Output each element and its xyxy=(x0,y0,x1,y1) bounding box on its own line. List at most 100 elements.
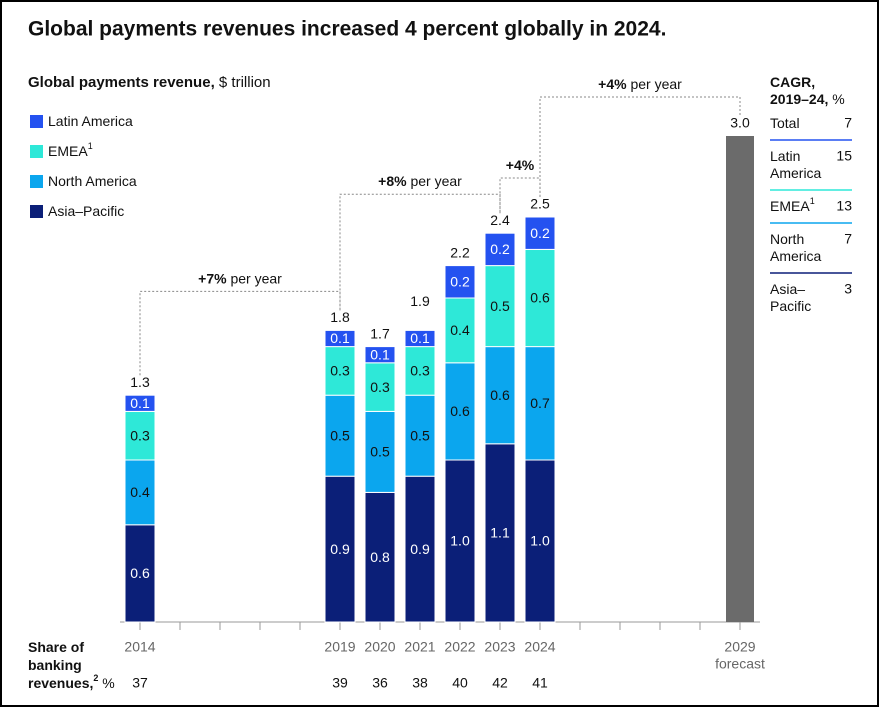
segment-label: 0.3 xyxy=(370,379,390,395)
bar-segment xyxy=(324,394,356,477)
cagr-note: 1 xyxy=(810,196,815,206)
x-label: 2021 xyxy=(404,639,435,655)
segment-label: 0.2 xyxy=(530,225,550,241)
share-value: 42 xyxy=(492,675,508,691)
segment-label: 1.0 xyxy=(450,533,470,549)
segment-label: 0.6 xyxy=(490,387,510,403)
segment-label: 0.1 xyxy=(370,346,390,362)
segment-label: 0.5 xyxy=(330,427,350,443)
chart-title: Global payments revenues increased 4 per… xyxy=(28,18,666,41)
total-label: 2.2 xyxy=(450,244,470,260)
subtitle-bold: Global payments revenue, xyxy=(28,74,215,91)
bar-segment xyxy=(524,346,556,461)
cagr-value: 7 xyxy=(844,231,852,247)
subtitle-unit: $ trillion xyxy=(219,74,271,91)
segment-label: 0.2 xyxy=(490,241,510,257)
segment-label: 0.3 xyxy=(130,427,150,443)
annotation-text: per year xyxy=(230,270,282,286)
share-value: 41 xyxy=(532,675,548,691)
segment-label: 1.1 xyxy=(490,525,510,541)
share-unit: % xyxy=(98,675,114,691)
cagr-label: Asia– Pacific xyxy=(770,281,811,314)
bar-segment xyxy=(444,297,476,364)
x-label: 2023 xyxy=(484,639,515,655)
segment-label: 0.9 xyxy=(410,541,430,557)
bar-total xyxy=(726,136,754,622)
x-note: forecast xyxy=(715,656,765,672)
legend-swatch xyxy=(30,115,43,128)
bar-segment xyxy=(364,491,396,623)
bracket xyxy=(539,96,741,197)
segment-label: 0.7 xyxy=(530,395,550,411)
cagr-label-line: Asia– xyxy=(770,281,805,297)
bar-segment xyxy=(364,346,396,364)
legend-name: EMEA xyxy=(48,143,88,159)
bar-segment xyxy=(524,216,556,250)
bar-segment xyxy=(404,394,436,477)
total-label: 1.3 xyxy=(130,374,150,390)
share-value: 40 xyxy=(452,675,468,691)
x-label: 2029 xyxy=(724,639,755,655)
annotation-bold: +7% xyxy=(198,270,227,286)
legend-label: North America xyxy=(48,173,137,189)
cagr-label-line: North xyxy=(770,231,804,247)
cagr-label-line: EMEA xyxy=(770,198,810,214)
share-value: 37 xyxy=(132,675,148,691)
bar-segment xyxy=(444,459,476,623)
cagr-label-line: Latin xyxy=(770,148,800,164)
annotation-bold: +4% xyxy=(598,76,627,92)
total-label: 2.5 xyxy=(530,196,550,212)
cagr-label-line: Pacific xyxy=(770,298,811,314)
segment-label: 0.2 xyxy=(450,274,470,290)
share-value: 36 xyxy=(372,675,388,691)
bar-segment xyxy=(484,232,516,267)
legend-swatch xyxy=(30,145,43,158)
segment-label: 0.5 xyxy=(410,427,430,443)
bar-segment xyxy=(484,443,516,623)
subtitle: Global payments revenue, $ trillion xyxy=(28,74,271,91)
cagr-value: 7 xyxy=(844,115,852,131)
segment-label: 0.9 xyxy=(330,541,350,557)
legend-swatch xyxy=(30,205,43,218)
share-value: 39 xyxy=(332,675,348,691)
annotation-text: per year xyxy=(630,76,682,92)
share-label-line: revenues, xyxy=(28,675,93,691)
annotation: +4% xyxy=(506,157,535,173)
share-value: 38 xyxy=(412,675,428,691)
cagr-label: Total xyxy=(770,115,800,131)
bar-segment xyxy=(404,329,436,348)
cagr-value: 13 xyxy=(836,198,852,214)
legend-name: Latin America xyxy=(48,113,133,129)
segment-label: 0.3 xyxy=(330,363,350,379)
bar-segment xyxy=(124,394,156,412)
cagr-label-line: America xyxy=(770,248,822,264)
segment-label: 0.5 xyxy=(370,444,390,460)
share-label-line: Share of xyxy=(28,639,84,655)
legend-note: 1 xyxy=(88,141,93,151)
bar-segment xyxy=(124,524,156,623)
segment-label: 0.8 xyxy=(370,549,390,565)
share-label-line: banking xyxy=(28,657,82,673)
segment-label: 0.1 xyxy=(330,330,350,346)
legend-label: EMEA1 xyxy=(48,141,93,158)
segment-label: 0.5 xyxy=(490,298,510,314)
annotation-bold: +8% xyxy=(378,173,407,189)
segment-label: 0.1 xyxy=(130,395,150,411)
cagr-label-line: Total xyxy=(770,115,800,131)
segment-label: 0.6 xyxy=(130,565,150,581)
x-label: 2022 xyxy=(444,639,475,655)
annotation-bold: +4% xyxy=(506,157,535,173)
cagr-value: 3 xyxy=(844,281,852,297)
annotation: +7% per year xyxy=(198,270,282,286)
legend-swatch xyxy=(30,175,43,188)
x-label: 2020 xyxy=(364,639,395,655)
segment-label: 1.0 xyxy=(530,533,550,549)
cagr-label: Latin America xyxy=(770,148,822,181)
annotation-text: per year xyxy=(410,173,462,189)
cagr-unit: % xyxy=(832,91,844,107)
segment-label: 0.6 xyxy=(530,290,550,306)
segment-label: 0.4 xyxy=(130,484,150,500)
bar-segment xyxy=(124,459,156,526)
legend-label: Asia–Pacific xyxy=(48,203,124,219)
